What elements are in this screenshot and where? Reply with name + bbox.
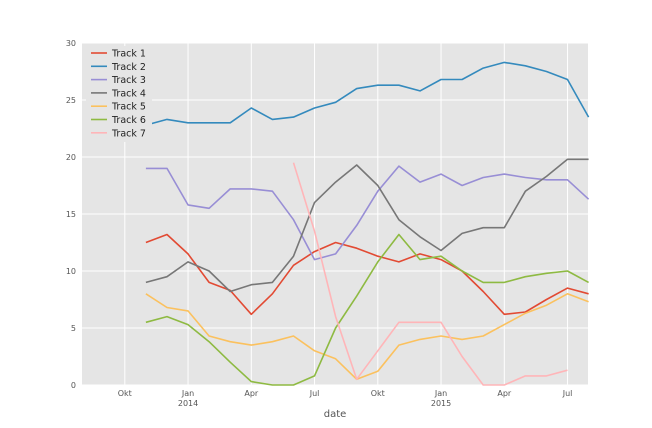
x-tick-year-label: 2015 <box>431 399 451 408</box>
series-line-track-5 <box>145 292 589 381</box>
y-axis-ticks: 0 5 10 15 20 25 30 <box>66 39 76 390</box>
series-line-track-3 <box>145 165 590 261</box>
x-tick-label: Jul <box>562 389 573 398</box>
series-line-track-2 <box>145 61 590 126</box>
y-tick-label: 5 <box>71 324 76 333</box>
y-tick-label: 15 <box>66 210 76 219</box>
legend-entry: Track 3 <box>111 75 146 86</box>
y-tick-label: 25 <box>66 96 76 105</box>
x-tick-label: Apr <box>244 389 259 398</box>
legend-box <box>86 46 152 142</box>
legend-entry: Track 1 <box>111 49 146 60</box>
x-tick-label: Jul <box>309 389 320 398</box>
x-tick-label: Jan <box>181 389 194 398</box>
y-tick-label: 0 <box>71 381 76 390</box>
x-tick-label: Okt <box>118 389 132 398</box>
y-tick-label: 10 <box>66 267 76 276</box>
series-line-track-6 <box>145 233 589 386</box>
series-line-track-4 <box>145 158 589 293</box>
legend-entry: Track 5 <box>111 102 146 113</box>
legend-entry: Track 4 <box>111 88 146 99</box>
series-lines <box>145 61 590 386</box>
series-line-track-7 <box>292 162 568 386</box>
legend-entry: Track 6 <box>111 115 146 126</box>
series-line-track-1 <box>145 233 589 316</box>
legend-entry: Track 2 <box>111 62 146 73</box>
x-axis-label: date <box>324 409 347 420</box>
x-tick-label: Okt <box>371 389 385 398</box>
x-tick-label: Apr <box>497 389 512 398</box>
legend: Track 1 Track 2 Track 3 Track 4 Track 5 Track… <box>86 46 152 142</box>
legend-entry: Track 7 <box>111 128 146 139</box>
y-tick-label: 20 <box>66 153 76 162</box>
x-tick-year-label: 2014 <box>178 399 198 408</box>
y-tick-label: 30 <box>66 39 76 48</box>
x-tick-label: Jan <box>434 389 447 398</box>
